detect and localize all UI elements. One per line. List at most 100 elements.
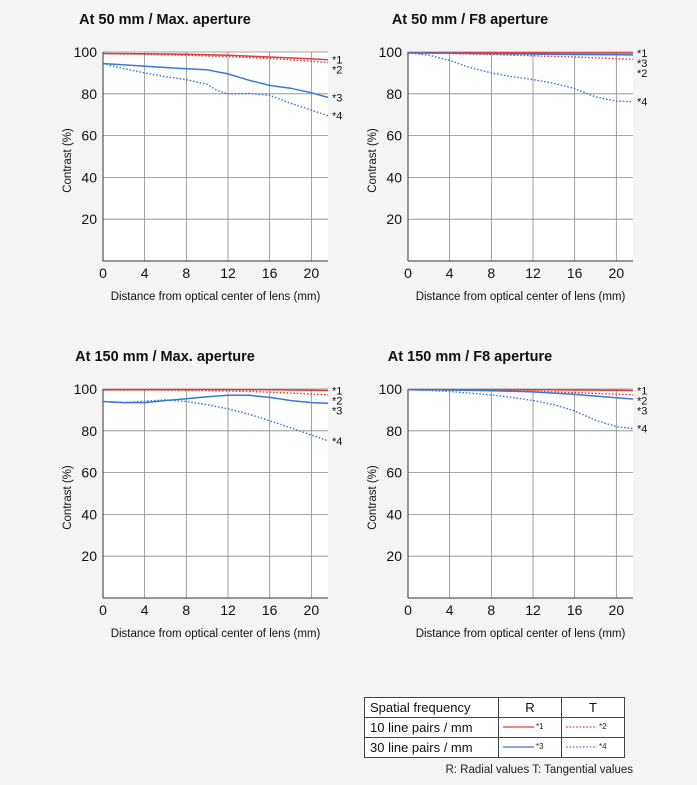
legend-row-30lp: 30 line pairs / mm *3 *4 (364, 737, 625, 758)
y-tick-label: 20 (386, 548, 402, 564)
x-tick-label: 16 (262, 265, 278, 281)
series-end-label: *1 (637, 385, 647, 397)
x-tick-label: 8 (182, 265, 190, 281)
series-end-label: *4 (332, 111, 342, 123)
x-tick-label: 16 (567, 265, 583, 281)
series-end-label: *3 (332, 92, 342, 104)
legend-header-tangential: T (561, 697, 625, 718)
legend-swatch-solid: *3 (503, 742, 544, 751)
chart-title: At 50 mm / Max. aperture (79, 12, 251, 28)
x-tick-label: 4 (446, 602, 454, 618)
chart-plot: 20 40 60 80 100 0 4 8 12 16 20 Distance from optica… (367, 381, 647, 640)
y-tick-label: 60 (81, 465, 97, 481)
x-axis-label: Distance from optical center of lens (mm… (111, 628, 321, 640)
x-tick-label: 0 (404, 265, 412, 281)
y-tick-label: 80 (386, 423, 402, 439)
plot-area (408, 389, 633, 598)
chart-plot: 20 40 60 80 100 0 4 8 12 16 20 Distance from optica… (367, 44, 647, 303)
y-tick-label: 100 (379, 44, 403, 60)
series-end-label: *2 (637, 395, 647, 407)
legend-tangential-swatch: *2 (561, 717, 625, 738)
x-tick-label: 12 (525, 265, 541, 281)
legend-frequency-label: 30 line pairs / mm (364, 737, 499, 758)
series-line (407, 52, 634, 103)
series-line (407, 389, 634, 400)
y-tick-label: 60 (81, 128, 97, 144)
legend-radial-swatch: *1 (498, 717, 562, 738)
series-end-label: *2 (332, 395, 342, 407)
legend-row-10lp: 10 line pairs / mm *1 *2 (364, 717, 625, 738)
y-tick-label: 100 (74, 44, 98, 60)
series-line (102, 394, 329, 404)
x-tick-label: 8 (487, 265, 495, 281)
chart-title: At 50 mm / F8 aperture (391, 12, 549, 28)
legend-header-frequency: Spatial frequency (364, 697, 499, 718)
x-axis-label: Distance from optical center of lens (mm… (416, 291, 626, 303)
legend-header-radial: R (498, 697, 562, 718)
y-tick-label: 40 (81, 169, 97, 185)
mtf-chart-150mm-max-aperture: At 150 mm / Max. aperture 20 40 60 80 100 0 4 8… (0, 337, 342, 657)
series-line (102, 53, 329, 64)
series-end-label: *3 (637, 405, 647, 417)
plot-area (103, 52, 328, 261)
x-tick-label: 4 (141, 265, 149, 281)
mtf-chart-150mm-f8-aperture: At 150 mm / F8 aperture 20 40 60 80 100 0 4 8 12… (305, 337, 647, 657)
series-line (102, 399, 329, 442)
x-tick-label: 12 (220, 265, 236, 281)
x-axis-label: Distance from optical center of lens (mm… (111, 291, 321, 303)
y-axis-label: Contrast (%) (367, 465, 379, 530)
x-tick-label: 4 (141, 602, 149, 618)
y-tick-label: 20 (81, 548, 97, 564)
y-tick-label: 40 (386, 506, 402, 522)
y-axis-label: Contrast (%) (62, 128, 74, 193)
legend-header-row: Spatial frequency R T (364, 697, 625, 718)
y-tick-label: 80 (81, 86, 97, 102)
legend-mark: *2 (599, 722, 607, 731)
y-tick-label: 60 (386, 128, 402, 144)
chart-plot: 20 40 60 80 100 0 4 8 12 16 20 Distance from optica… (62, 44, 342, 303)
x-tick-label: 20 (304, 265, 320, 281)
legend-mark: *4 (599, 742, 607, 751)
x-axis-label: Distance from optical center of lens (mm… (416, 628, 626, 640)
x-tick-label: 4 (446, 265, 454, 281)
x-tick-label: 0 (404, 602, 412, 618)
y-tick-label: 80 (386, 86, 402, 102)
legend-radial-swatch: *3 (498, 737, 562, 758)
legend-tangential-swatch: *4 (561, 737, 625, 758)
mtf-chart-50mm-max-aperture: At 50 mm / Max. aperture 20 40 60 80 100 0 4 8 1… (0, 0, 342, 320)
legend-frequency-label: 10 line pairs / mm (364, 717, 499, 738)
x-tick-label: 20 (609, 602, 625, 618)
x-tick-label: 12 (525, 602, 541, 618)
legend-swatch-dotted: *4 (566, 742, 607, 751)
series-end-label: *3 (332, 405, 342, 417)
x-tick-label: 0 (99, 602, 107, 618)
legend-swatch-dotted: *2 (566, 722, 607, 731)
chart-title: At 150 mm / Max. aperture (75, 349, 255, 365)
legend-mark: *3 (536, 742, 544, 751)
y-tick-label: 100 (379, 381, 403, 397)
series-end-label: *4 (332, 436, 342, 448)
x-tick-label: 20 (304, 602, 320, 618)
x-tick-label: 16 (567, 602, 583, 618)
y-tick-label: 100 (74, 381, 98, 397)
x-tick-label: 8 (182, 602, 190, 618)
series-end-label: *1 (332, 385, 342, 397)
y-tick-label: 60 (386, 465, 402, 481)
series-end-label: *1 (332, 55, 342, 67)
series-line (407, 389, 634, 430)
legend-mark: *1 (536, 722, 544, 731)
series-line (407, 52, 634, 56)
series-line (103, 389, 329, 396)
x-tick-label: 0 (99, 265, 107, 281)
y-tick-label: 20 (81, 211, 97, 227)
series-end-label: *2 (637, 68, 647, 80)
series-end-label: *2 (332, 65, 342, 77)
x-tick-label: 8 (487, 602, 495, 618)
x-tick-label: 20 (609, 265, 625, 281)
plot-area (408, 52, 633, 261)
chart-title: At 150 mm / F8 aperture (387, 349, 553, 365)
mtf-chart-50mm-f8-aperture: At 50 mm / F8 aperture 20 40 60 80 100 0 4 8 12 1… (305, 0, 647, 320)
y-axis-label: Contrast (%) (367, 128, 379, 193)
y-tick-label: 80 (81, 423, 97, 439)
plot-area (103, 389, 328, 598)
